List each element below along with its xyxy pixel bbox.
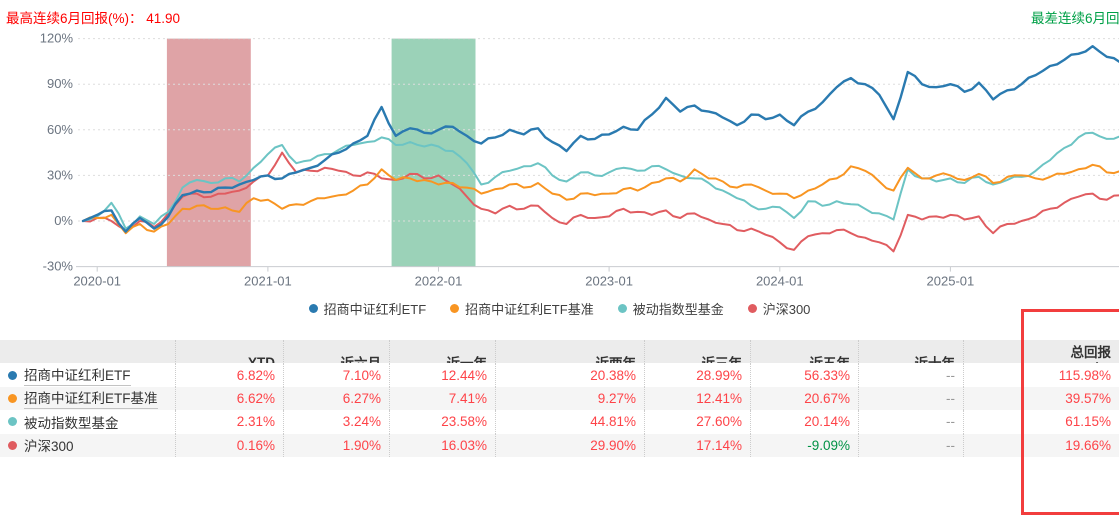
y-tick-label: 90% bbox=[47, 76, 73, 91]
legend-dot bbox=[308, 303, 318, 313]
row-label-3: 沪深300 bbox=[0, 433, 176, 457]
x-tick-label: 2023-01 bbox=[585, 274, 633, 289]
legend-dot bbox=[450, 303, 460, 313]
fund-name[interactable]: 招商中证红利ETF bbox=[24, 364, 131, 387]
x-tick-label: 2021-01 bbox=[244, 274, 292, 289]
row-label-0: 招商中证红利ETF bbox=[0, 363, 176, 387]
series-line-1 bbox=[82, 163, 1119, 235]
worst-6-month-window bbox=[391, 38, 476, 267]
value-cell-r0-c7: 115.98% bbox=[964, 363, 1119, 387]
x-tick-label: 2022-01 bbox=[415, 274, 463, 289]
value-cell-r3-c4: 17.14% bbox=[645, 433, 751, 457]
value-cell-r3-c5: -9.09% bbox=[751, 433, 859, 457]
legend-label: 沪深300 bbox=[762, 301, 811, 317]
value-cell-r1-c7: 39.57% bbox=[964, 386, 1119, 411]
best-6-month-window bbox=[166, 38, 251, 267]
value-cell-r2-c2: 23.58% bbox=[390, 410, 496, 434]
fund-performance-panel: { "top_labels": { "best": {"text": "最高连续… bbox=[0, 11, 1119, 515]
value-cell-r0-c2: 12.44% bbox=[390, 363, 496, 387]
legend-label: 招商中证红利ETF基准 bbox=[465, 301, 594, 317]
y-tick-label: 60% bbox=[47, 122, 73, 137]
value-cell-r0-c3: 20.38% bbox=[496, 363, 645, 387]
value-cell-r1-c5: 20.67% bbox=[751, 386, 859, 411]
row-label-2: 被动指数型基金 bbox=[0, 410, 176, 434]
row-label-1: 招商中证红利ETF基准 bbox=[0, 386, 176, 411]
series-dot bbox=[8, 393, 17, 403]
value-cell-r0-c1: 7.10% bbox=[284, 363, 390, 387]
value-cell-r3-c2: 16.03% bbox=[390, 433, 496, 457]
legend-item-2[interactable]: 被动指数型基金 bbox=[617, 299, 724, 318]
fund-name: 沪深300 bbox=[24, 439, 74, 455]
series-dot bbox=[8, 417, 17, 427]
value-cell-r3-c7: 19.66% bbox=[964, 433, 1119, 457]
y-tick-label: -30% bbox=[43, 259, 74, 274]
value-cell-r1-c3: 9.27% bbox=[496, 386, 645, 411]
series-line-2 bbox=[82, 131, 1119, 230]
legend-label: 被动指数型基金 bbox=[632, 301, 724, 317]
value-cell-r3-c3: 29.90% bbox=[496, 433, 645, 457]
value-cell-r2-c4: 27.60% bbox=[645, 410, 751, 434]
performance-line-chart: 120% 90% 60% 30% 0% -30%2020-01 2021-01 2022-01… bbox=[40, 31, 1119, 289]
value-cell-r1-c4: 12.41% bbox=[645, 386, 751, 411]
value-cell-r0-c4: 28.99% bbox=[645, 363, 751, 387]
value-cell-r2-c7: 61.15% bbox=[964, 410, 1119, 434]
legend-dot bbox=[617, 303, 627, 313]
fund-name: 被动指数型基金 bbox=[24, 415, 119, 431]
x-tick-label: 2024-01 bbox=[756, 274, 804, 289]
y-tick-label: 0% bbox=[54, 213, 73, 228]
value-cell-r3-c6: -- bbox=[859, 433, 964, 457]
legend-item-3[interactable]: 沪深300 bbox=[747, 299, 811, 318]
value-cell-r2-c6: -- bbox=[859, 410, 964, 434]
value-cell-r2-c0: 2.31% bbox=[176, 410, 284, 434]
value-cell-r1-c2: 7.41% bbox=[390, 386, 496, 411]
value-cell-r3-c0: 0.16% bbox=[176, 433, 284, 457]
legend-item-0[interactable]: 招商中证红利ETF bbox=[308, 299, 427, 318]
value-cell-r1-c1: 6.27% bbox=[284, 386, 390, 411]
legend-dot bbox=[747, 303, 757, 313]
legend-label: 招商中证红利ETF bbox=[323, 301, 427, 317]
y-tick-label: 30% bbox=[47, 167, 73, 182]
value-cell-r2-c5: 20.14% bbox=[751, 410, 859, 434]
legend-item-1[interactable]: 招商中证红利ETF基准 bbox=[450, 299, 594, 318]
value-cell-r2-c3: 44.81% bbox=[496, 410, 645, 434]
series-line-0 bbox=[81, 45, 1119, 233]
best-6mo-return-label: 最高连续6月回报(%)： 41.90 bbox=[6, 11, 181, 26]
worst-6mo-return-label: 最差连续6月回报(%): bbox=[1031, 11, 1119, 26]
y-tick-label: 120% bbox=[40, 31, 74, 46]
returns-table: YTD近六月近一年近两年近三年近五年近十年总回报(6.3年)招商中证红利ETF6… bbox=[0, 340, 1119, 457]
value-cell-r0-c5: 56.33% bbox=[751, 363, 859, 387]
value-cell-r2-c1: 3.24% bbox=[284, 410, 390, 434]
chart-legend: 招商中证红利ETF 招商中证红利ETF基准 被动指数型基金 沪深300 bbox=[0, 296, 1119, 320]
value-cell-r0-c6: -- bbox=[859, 363, 964, 387]
series-dot bbox=[8, 370, 17, 380]
fund-name[interactable]: 招商中证红利ETF基准 bbox=[24, 387, 158, 410]
value-cell-r0-c0: 6.82% bbox=[176, 363, 284, 387]
series-dot bbox=[8, 440, 17, 450]
value-cell-r1-c0: 6.62% bbox=[176, 386, 284, 411]
x-tick-label: 2020-01 bbox=[73, 274, 121, 289]
x-tick-label: 2025-01 bbox=[927, 274, 975, 289]
value-cell-r1-c6: -- bbox=[859, 386, 964, 411]
value-cell-r3-c1: 1.90% bbox=[284, 433, 390, 457]
